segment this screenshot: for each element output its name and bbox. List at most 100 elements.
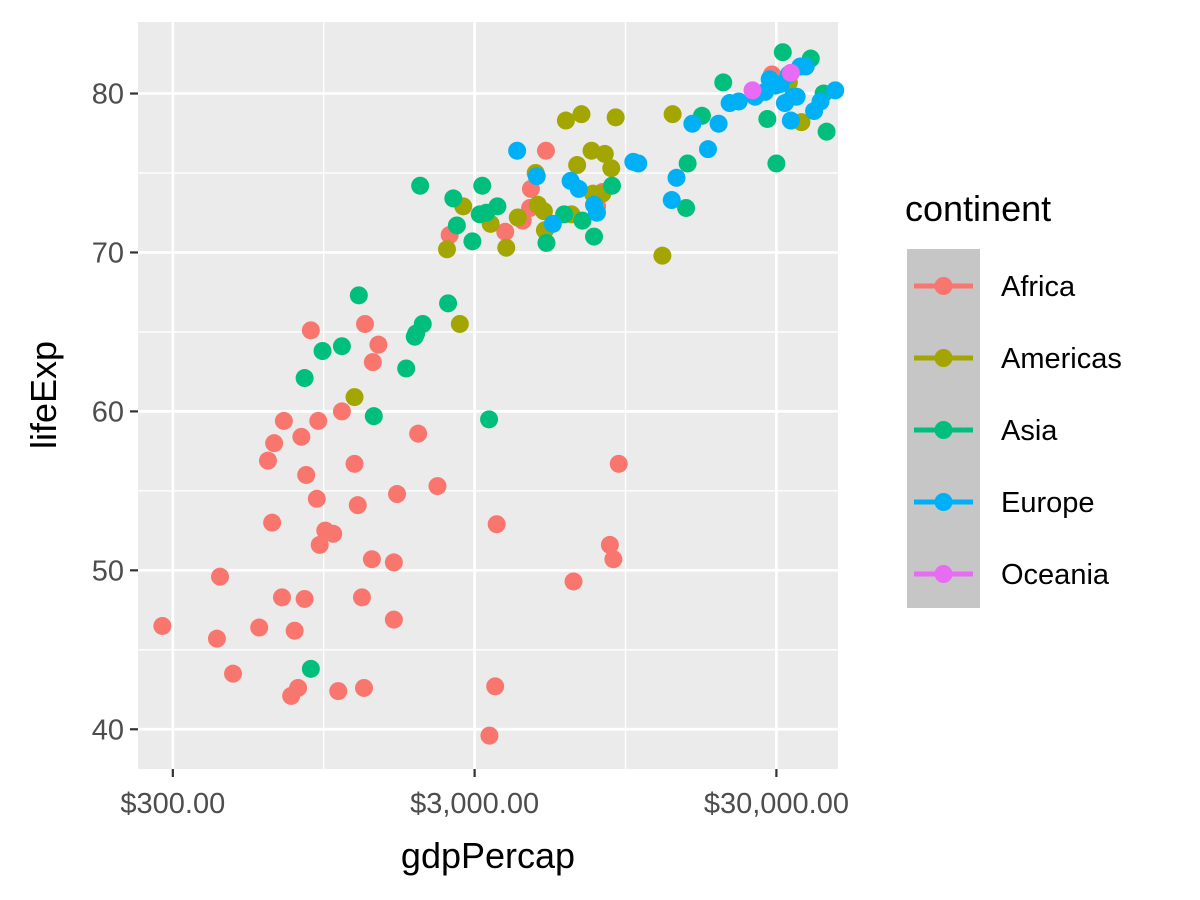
point-africa — [301, 321, 320, 340]
point-africa — [272, 588, 291, 607]
point-europe — [629, 154, 648, 173]
point-asia — [817, 122, 836, 141]
point-africa — [211, 567, 230, 586]
x-tick-label: $300.00 — [120, 788, 225, 820]
point-oceania — [743, 81, 762, 100]
point-asia — [573, 211, 592, 230]
point-africa — [348, 496, 367, 515]
legend: continent Africa Americas Asia Europe Oceani… — [905, 188, 1122, 608]
legend-label-oceania: Oceania — [1001, 559, 1110, 591]
point-africa — [600, 535, 619, 554]
point-africa — [356, 314, 375, 333]
y-axis-title: lifeExp — [23, 341, 64, 449]
point-europe — [543, 214, 562, 233]
point-africa — [309, 411, 328, 430]
point-africa — [609, 454, 628, 473]
point-asia — [364, 407, 383, 426]
point-africa — [564, 572, 583, 591]
point-europe — [662, 191, 681, 210]
point-africa — [310, 535, 329, 554]
point-africa — [263, 513, 282, 532]
y-tick-label: 60 — [92, 396, 124, 428]
point-africa — [536, 141, 555, 160]
point-americas — [572, 105, 591, 124]
point-americas — [602, 159, 621, 178]
y-axis-ticks: 40 50 60 70 80 — [92, 79, 138, 746]
point-europe — [587, 203, 606, 222]
y-tick-label: 50 — [92, 555, 124, 587]
point-africa — [480, 726, 499, 745]
point-africa — [604, 550, 623, 569]
point-africa — [369, 335, 388, 354]
point-europe — [683, 114, 702, 133]
point-africa — [388, 485, 407, 504]
y-tick-label: 80 — [92, 79, 124, 111]
point-europe — [781, 111, 800, 130]
point-asia — [413, 314, 432, 333]
point-asia — [585, 227, 604, 246]
point-asia — [678, 154, 697, 173]
point-europe — [709, 114, 728, 133]
point-europe — [787, 87, 806, 106]
point-asia — [603, 176, 622, 195]
point-europe — [667, 168, 686, 187]
point-americas — [653, 246, 672, 265]
legend-label-europe: Europe — [1001, 487, 1095, 519]
point-asia — [480, 410, 499, 429]
point-africa — [384, 610, 403, 629]
point-americas — [534, 202, 553, 221]
legend-key-point-europe — [934, 493, 953, 511]
point-europe — [796, 57, 815, 76]
point-africa — [409, 424, 428, 443]
point-africa — [428, 477, 447, 496]
point-africa — [274, 411, 293, 430]
point-africa — [363, 353, 382, 372]
point-africa — [258, 451, 277, 470]
point-europe — [569, 179, 588, 198]
point-asia — [463, 232, 482, 251]
point-americas — [606, 108, 625, 127]
legend-label-americas: Americas — [1001, 343, 1122, 375]
point-africa — [224, 664, 243, 683]
point-asia — [447, 216, 466, 235]
point-americas — [663, 105, 682, 124]
point-asia — [439, 294, 458, 313]
point-africa — [487, 515, 506, 534]
point-asia — [301, 659, 320, 678]
point-europe — [826, 81, 845, 100]
point-africa — [486, 677, 505, 696]
point-africa — [496, 222, 515, 241]
point-africa — [345, 454, 364, 473]
legend-key-point-asia — [934, 421, 953, 439]
point-oceania — [781, 63, 800, 82]
point-asia — [313, 341, 332, 360]
point-americas — [437, 240, 456, 259]
legend-items: Africa Americas Asia Europe Oceania — [914, 271, 1122, 591]
point-asia — [758, 109, 777, 128]
point-africa — [352, 588, 371, 607]
legend-label-africa: Africa — [1001, 271, 1076, 303]
point-americas — [595, 144, 614, 163]
point-africa — [384, 553, 403, 572]
point-africa — [292, 427, 311, 446]
point-europe — [698, 140, 717, 159]
y-tick-label: 70 — [92, 237, 124, 269]
point-asia — [767, 154, 786, 173]
point-africa — [207, 629, 226, 648]
y-tick-label: 40 — [92, 714, 124, 746]
point-americas — [508, 208, 527, 227]
point-asia — [411, 176, 430, 195]
point-americas — [568, 156, 587, 175]
panel-background — [138, 22, 838, 769]
legend-key-point-oceania — [934, 565, 953, 583]
legend-title: continent — [905, 188, 1051, 229]
point-africa — [354, 678, 373, 697]
point-africa — [362, 550, 381, 569]
minor-gridlines — [138, 22, 838, 769]
point-africa — [324, 524, 343, 543]
point-asia — [537, 233, 556, 252]
point-europe — [729, 92, 748, 111]
x-tick-label: $30,000.00 — [704, 788, 849, 820]
x-axis-title: gdpPercap — [401, 835, 575, 876]
